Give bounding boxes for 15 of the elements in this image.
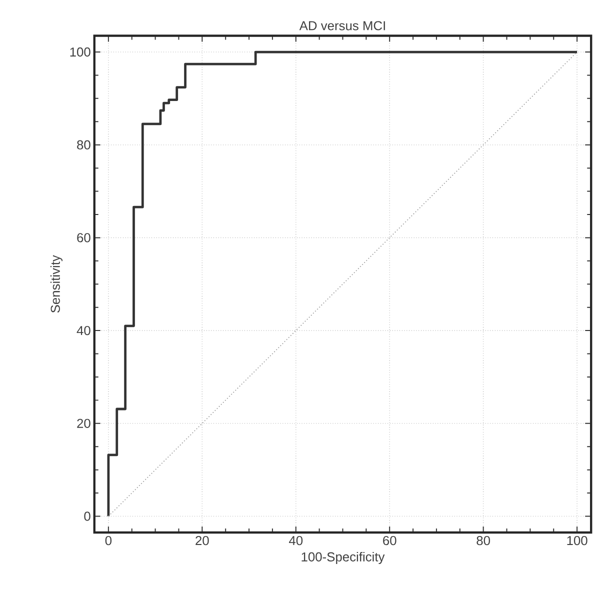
x-tick-label: 100 bbox=[567, 536, 588, 546]
x-tick-label: 20 bbox=[196, 536, 209, 546]
y-tick-label: 60 bbox=[77, 233, 90, 242]
y-tick-label: 80 bbox=[77, 140, 90, 150]
chart-title: AD versus MCI bbox=[299, 21, 385, 30]
y-tick-label: 0 bbox=[84, 512, 90, 521]
y-tick-label: 100 bbox=[70, 47, 90, 57]
x-tick-label: 80 bbox=[476, 536, 490, 546]
x-axis-title: 100-Specificity bbox=[302, 552, 385, 564]
y-axis-title: Sensitivity bbox=[50, 255, 62, 313]
y-tick-label: 20 bbox=[77, 418, 90, 428]
x-tick-label: 60 bbox=[383, 536, 396, 546]
x-tick-label: 40 bbox=[288, 536, 303, 546]
y-tick-label: 40 bbox=[76, 326, 90, 336]
x-tick-label: 0 bbox=[105, 536, 112, 546]
